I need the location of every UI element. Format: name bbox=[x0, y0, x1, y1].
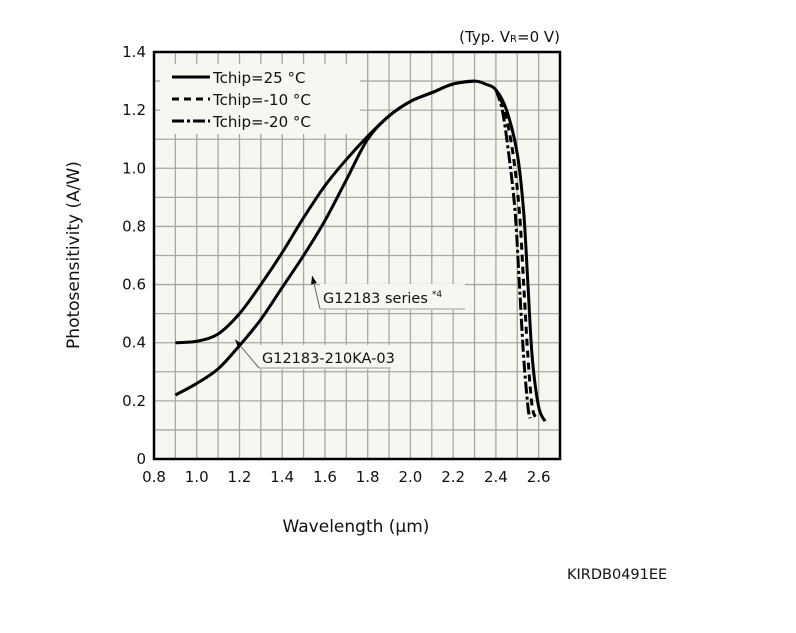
condition-note: (Typ. VR=0 V) bbox=[459, 28, 560, 46]
figure-code: KIRDB0491EE bbox=[567, 567, 667, 583]
x-tick-label: 2.2 bbox=[441, 468, 465, 486]
annotation-series-label: G12183 series bbox=[323, 291, 428, 307]
x-tick-label: 0.8 bbox=[142, 468, 166, 486]
y-tick-label: 0.6 bbox=[122, 276, 146, 294]
y-tick-label: 0.2 bbox=[122, 392, 146, 410]
legend: Tchip=25 °C Tchip=-10 °C Tchip=-20 °C bbox=[160, 64, 360, 134]
x-tick-label: 1.6 bbox=[313, 468, 337, 486]
y-tick-label: 0.8 bbox=[122, 217, 146, 235]
x-tick-label: 2.4 bbox=[484, 468, 508, 486]
x-tick-label: 2.6 bbox=[527, 468, 551, 486]
x-tick-label: 2.0 bbox=[398, 468, 422, 486]
y-tick-label: 1.0 bbox=[122, 159, 146, 177]
annotations: G12183 series *4 G12183-210KA-03 bbox=[234, 275, 465, 369]
x-tick-label: 1.8 bbox=[356, 468, 380, 486]
x-tick-label: 1.4 bbox=[270, 468, 294, 486]
legend-label-25c: Tchip=25 °C bbox=[212, 69, 305, 87]
series-line-dashdot-3 bbox=[494, 89, 532, 419]
annotation-ka03-text: G12183-210KA-03 bbox=[262, 351, 395, 367]
x-tick-labels: 0.8 1.0 1.2 1.4 1.6 1.8 2.0 2.2 2.4 2.6 bbox=[142, 468, 550, 486]
condition-subscript: R bbox=[510, 34, 517, 45]
y-tick-label: 0 bbox=[136, 450, 146, 468]
y-tick-labels: 0 0.2 0.4 0.6 0.8 1.0 1.2 1.4 bbox=[122, 43, 146, 468]
x-axis-label: Wavelength (µm) bbox=[283, 517, 430, 537]
y-tick-label: 1.2 bbox=[122, 101, 146, 119]
series-line-solid-1 bbox=[174, 79, 475, 397]
legend-label-m10c: Tchip=-10 °C bbox=[212, 91, 311, 109]
y-tick-label: 1.4 bbox=[122, 43, 146, 61]
annotation-series-text: G12183 series *4 bbox=[323, 290, 442, 307]
plot-frame bbox=[152, 50, 562, 461]
annotation-series-bg bbox=[320, 284, 465, 310]
annotation-ka03-arrowhead bbox=[235, 339, 243, 348]
x-tick-label: 1.0 bbox=[185, 468, 209, 486]
y-axis-label: Photosensitivity (A/W) bbox=[64, 161, 84, 349]
annotation-series-superscript: *4 bbox=[432, 290, 443, 300]
condition-prefix: (Typ. V bbox=[459, 28, 511, 46]
annotation-series-arrowhead bbox=[311, 275, 317, 285]
annotation-ka03-bg bbox=[259, 345, 391, 369]
y-tick-label: 0.4 bbox=[122, 334, 146, 352]
condition-suffix: =0 V) bbox=[517, 28, 560, 46]
series-line-dashed-2 bbox=[494, 89, 538, 419]
series-layer bbox=[174, 79, 547, 422]
legend-label-m20c: Tchip=-20 °C bbox=[212, 113, 311, 131]
x-tick-label: 1.2 bbox=[228, 468, 252, 486]
